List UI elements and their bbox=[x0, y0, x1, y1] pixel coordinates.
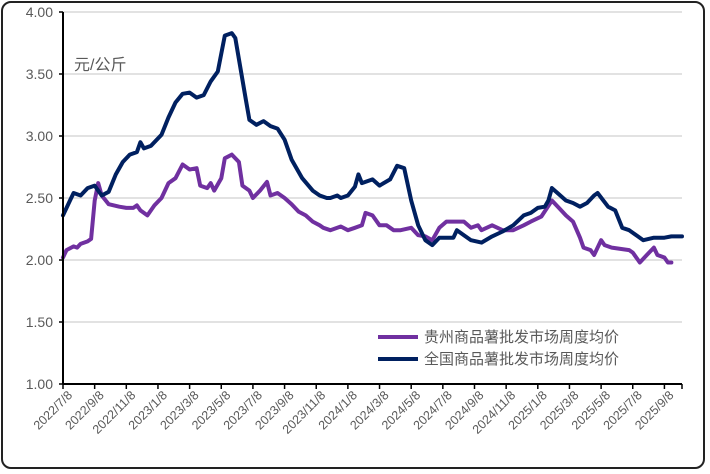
y-tick-label: 1.00 bbox=[26, 376, 53, 392]
y-tick-label: 2.50 bbox=[26, 190, 53, 206]
legend-label-national: 全国商品薯批发市场周度均价 bbox=[424, 350, 619, 368]
x-axis-ticks: 2022/7/82022/9/82022/11/82023/1/82023/3/… bbox=[31, 384, 683, 437]
y-tick-label: 2.00 bbox=[26, 252, 53, 268]
y-tick-label: 3.00 bbox=[26, 128, 53, 144]
y-tick-label: 1.50 bbox=[26, 314, 53, 330]
chart-frame bbox=[1, 1, 705, 469]
series-line-guizhou bbox=[61, 152, 674, 265]
series-line-national bbox=[61, 31, 684, 248]
legend: 贵州商品薯批发市场周度均价 全国商品薯批发市场周度均价 bbox=[378, 329, 619, 368]
y-tick-label: 4.00 bbox=[26, 4, 53, 20]
y-axis-unit-label: 元/公斤 bbox=[74, 56, 126, 74]
legend-label-guizhou: 贵州商品薯批发市场周度均价 bbox=[424, 329, 619, 346]
y-axis-ticks: 1.00 1.50 2.00 2.50 3.00 3.50 4.00 bbox=[26, 4, 63, 392]
gridlines bbox=[63, 11, 682, 323]
series-lines bbox=[61, 31, 684, 265]
y-tick-label: 3.50 bbox=[26, 66, 53, 82]
